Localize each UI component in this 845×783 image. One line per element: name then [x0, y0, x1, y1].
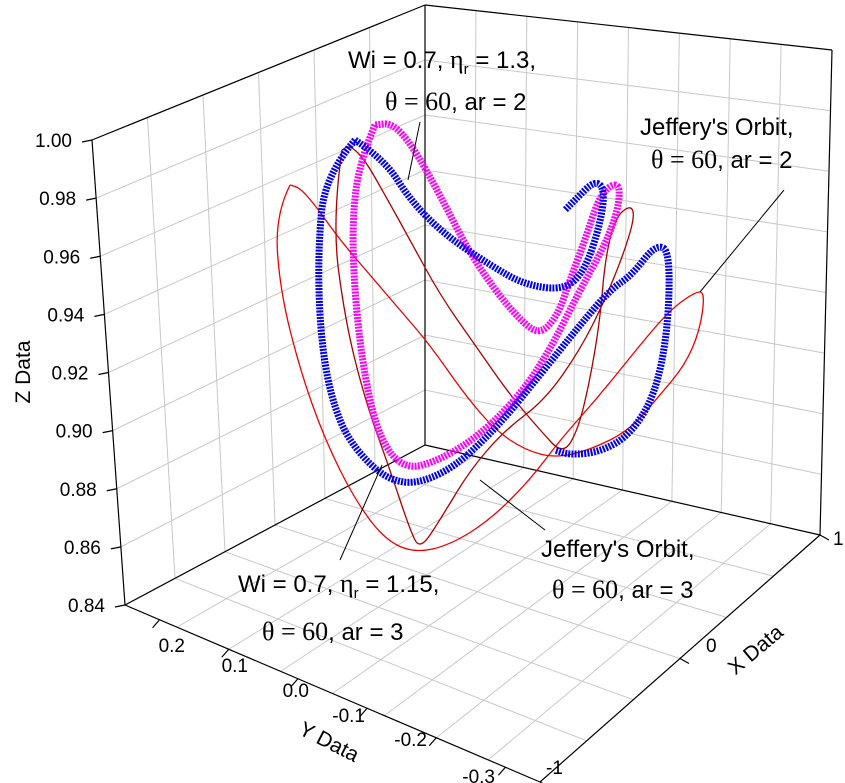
- z-tick-label: 1.00: [35, 131, 72, 152]
- z-tick: [98, 371, 109, 376]
- gridline: [313, 49, 326, 499]
- z-tick-label: 0.84: [68, 596, 105, 617]
- z-tick-label: 0.92: [52, 364, 89, 385]
- annotation-wi13: Wi = 0.7, ηr = 1.3, θ = 60, ar = 2: [348, 45, 536, 116]
- annotations: Wi = 0.7, ηr = 1.3,θ = 60, ar = 2Jeffery…: [238, 45, 794, 646]
- annotation-line2: θ = 60, ar = 2: [385, 87, 527, 116]
- axes-frame: [81, 4, 833, 783]
- y-tick: [221, 648, 230, 658]
- z-tick: [94, 313, 105, 317]
- z-tick: [81, 139, 93, 143]
- x-tick: [819, 534, 830, 541]
- gridline: [770, 44, 782, 524]
- y-tick-label: -0.3: [462, 767, 495, 783]
- y-tick: [359, 707, 368, 717]
- annotation-line1: Jeffery's Orbit,: [640, 114, 794, 141]
- series-line-d: [335, 146, 634, 545]
- z-axis-label: Z Data: [12, 340, 35, 403]
- z-tick-label: 0.98: [39, 189, 76, 210]
- gridline: [671, 33, 680, 502]
- axis-edge: [124, 604, 541, 783]
- y-tick: [152, 619, 161, 629]
- y-tick: [290, 678, 299, 688]
- z-tick: [102, 430, 113, 434]
- annotation-line1: Jeffery's Orbit,: [541, 536, 695, 563]
- annotation-line2: θ = 60, ar = 3: [262, 617, 404, 646]
- axis-edge: [819, 49, 833, 536]
- z-tick-label: 0.88: [60, 480, 97, 501]
- gridline: [369, 27, 376, 472]
- z-tick-label: 0.94: [47, 305, 84, 326]
- gridline: [202, 94, 226, 552]
- gridline: [384, 500, 673, 717]
- axis-edge: [424, 4, 833, 51]
- gridline: [487, 523, 771, 761]
- y-tick-label: 0.0: [283, 681, 309, 702]
- z-tick-label: 0.96: [43, 247, 80, 268]
- series-line-a: [315, 137, 673, 486]
- x-tick-label: -1: [546, 758, 563, 779]
- z-tick: [106, 488, 117, 492]
- annotation-line2: θ = 60, ar = 3: [552, 575, 694, 604]
- annotation-jo3: Jeffery's Orbit, θ = 60, ar = 3: [541, 536, 695, 604]
- tick-labels: 0.84 0.86 0.88 0.90 0.92 0.94 0.96 0.98 1.00 0.2 0…: [35, 131, 844, 783]
- leader-line: [339, 464, 383, 561]
- z-tick: [114, 604, 126, 608]
- annotation-wi115: Wi = 0.7, ηr = 1.15, θ = 60, ar = 3: [238, 569, 439, 646]
- y-tick: [428, 737, 437, 747]
- series-line-b: [349, 120, 623, 470]
- gridline: [258, 72, 276, 526]
- annotation-line1: Wi = 0.7, ηr = 1.3,: [348, 45, 536, 78]
- z-tick: [86, 197, 97, 201]
- z-tick-label: 0.86: [64, 538, 101, 559]
- y-tick-label: -0.1: [332, 706, 365, 727]
- x-tick-label: 0: [706, 636, 717, 657]
- series: [276, 120, 704, 552]
- axis-edge: [424, 444, 821, 536]
- gridline: [332, 489, 623, 694]
- y-tick-label: 0.1: [222, 656, 248, 677]
- annotation-jo2: Jeffery's Orbit, θ = 60, ar = 2: [640, 114, 794, 174]
- gridline: [228, 467, 525, 650]
- gridline: [435, 512, 722, 739]
- y-tick: [497, 766, 506, 776]
- series-line-c: [276, 184, 704, 552]
- leader-line: [407, 121, 421, 181]
- leader-lines: [339, 121, 785, 561]
- gridline: [147, 117, 176, 579]
- y-tick-label: 0.2: [159, 636, 185, 657]
- x-tick-label: 1: [833, 529, 844, 550]
- gridline: [280, 478, 574, 672]
- gridline: [572, 21, 579, 479]
- gridline: [622, 27, 629, 491]
- y-tick-label: -0.2: [394, 730, 427, 751]
- axis-edge: [91, 4, 426, 141]
- leader-line: [699, 189, 785, 293]
- annotation-line1: Wi = 0.7, ηr = 1.15,: [238, 569, 439, 602]
- gridline: [473, 10, 477, 457]
- z-tick-label: 0.90: [56, 422, 93, 443]
- annotation-line2: θ = 60, ar = 2: [651, 145, 793, 174]
- gridline: [176, 455, 475, 628]
- gridline: [720, 38, 731, 513]
- z-tick: [110, 546, 121, 550]
- x-tick: [679, 657, 690, 665]
- x-axis-label: X Data: [724, 620, 788, 679]
- leader-line: [479, 479, 546, 531]
- z-tick: [90, 255, 101, 259]
- series-line-a: [353, 137, 607, 292]
